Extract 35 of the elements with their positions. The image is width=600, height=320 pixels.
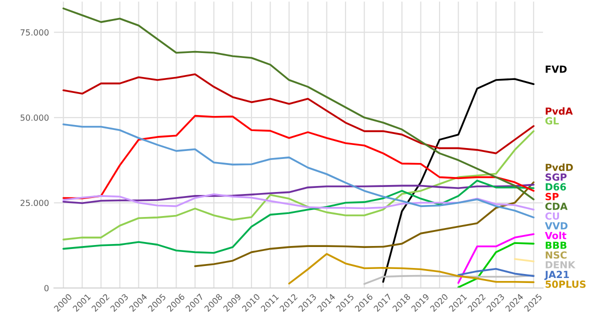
line-series xyxy=(363,274,534,285)
series-label: BBB xyxy=(546,242,566,249)
series-label: D66 xyxy=(546,183,566,191)
line-series xyxy=(288,253,534,284)
y-tick-label: 25.000 xyxy=(20,200,49,206)
line-series xyxy=(62,193,534,210)
y-tick-label: 75.000 xyxy=(20,29,49,36)
line-series xyxy=(62,180,534,254)
series-label: CDA xyxy=(545,202,568,210)
series-label: CU xyxy=(545,212,560,220)
series-label: NSC xyxy=(546,251,567,259)
line-series xyxy=(62,184,534,204)
series-label: PvdA xyxy=(546,107,573,115)
series-label: 50PLUS xyxy=(546,280,586,288)
line-series xyxy=(62,8,534,200)
series-label: Volt xyxy=(544,232,566,240)
series-label: JA21 xyxy=(544,270,569,280)
series-label: DENK xyxy=(546,261,576,268)
series-label: GL xyxy=(545,117,559,125)
line-series xyxy=(457,233,534,284)
line-series xyxy=(457,242,534,288)
line-series xyxy=(194,181,534,268)
y-tick-label: 50.000 xyxy=(20,114,49,121)
series-label: PvdD xyxy=(546,164,573,172)
line-series xyxy=(62,114,534,200)
series-label: SGP xyxy=(546,173,567,181)
y-tick-label: 0 xyxy=(44,284,49,292)
line-series xyxy=(62,130,534,240)
line-series xyxy=(382,78,534,283)
line-series xyxy=(457,268,534,277)
series-label: VVD xyxy=(544,222,568,230)
series-label: FVD xyxy=(546,66,567,73)
line-series xyxy=(62,123,534,218)
series-label: SP xyxy=(546,192,559,200)
line-series xyxy=(62,73,534,154)
